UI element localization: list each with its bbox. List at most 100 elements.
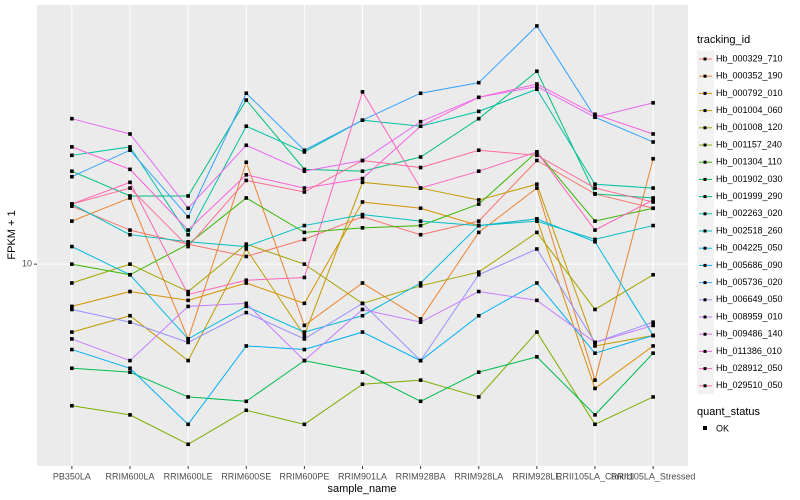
data-point [186, 337, 190, 341]
data-point [418, 223, 423, 228]
data-point [186, 340, 190, 345]
data-point [302, 167, 307, 172]
data-point [651, 198, 655, 202]
data-point [302, 230, 307, 235]
legend-label: Hb_004225_050 [716, 243, 783, 253]
data-point [244, 310, 249, 315]
data-point [70, 153, 74, 158]
data-point [244, 178, 249, 183]
legend-label: Hb_001902_030 [716, 174, 783, 184]
data-point [244, 344, 249, 348]
data-point [70, 403, 74, 408]
data-point [360, 226, 365, 230]
data-point [593, 237, 597, 242]
data-point [535, 82, 539, 86]
data-point [186, 239, 190, 244]
data-point [418, 91, 423, 96]
data-point [593, 378, 597, 382]
data-point [418, 284, 423, 288]
data-point [360, 90, 365, 94]
data-point [418, 119, 423, 124]
data-point [476, 80, 481, 85]
data-point [70, 307, 74, 312]
data-point [593, 386, 597, 391]
data-point [186, 289, 190, 294]
data-point [302, 275, 307, 280]
data-point [535, 84, 539, 89]
data-point [360, 169, 365, 173]
legend-key-point [703, 195, 707, 199]
data-point [593, 340, 597, 345]
data-point [244, 91, 249, 96]
data-point [128, 413, 132, 417]
data-point [186, 304, 190, 309]
data-point [360, 180, 365, 185]
data-point [302, 148, 307, 153]
data-point [360, 214, 365, 219]
x-tick-label: RRIM901LA [338, 471, 387, 481]
data-point [302, 237, 307, 242]
data-point [418, 317, 423, 321]
data-point [418, 378, 423, 382]
data-point [360, 382, 365, 387]
legend-label: Hb_001008_120 [716, 122, 783, 132]
data-point [593, 307, 597, 312]
data-point [418, 232, 423, 237]
data-point [128, 180, 132, 185]
data-point [535, 158, 539, 163]
data-point [128, 194, 132, 198]
data-point [302, 186, 307, 190]
data-point [186, 358, 190, 363]
x-tick-label: RRII105LA_Stressed [611, 471, 696, 481]
x-tick-label: RRIM600LA [105, 471, 154, 481]
data-point [70, 202, 74, 206]
legend-key-point [703, 315, 707, 319]
data-point [593, 112, 597, 117]
data-point [535, 355, 539, 359]
data-point [70, 281, 74, 285]
data-point [70, 337, 74, 341]
data-point [70, 244, 74, 249]
data-point [593, 413, 597, 417]
data-point [302, 330, 307, 334]
data-point [128, 320, 132, 324]
data-point [476, 272, 481, 277]
data-point [535, 281, 539, 285]
legend-key-point [703, 263, 707, 267]
data-point [244, 124, 249, 129]
data-point [128, 186, 132, 190]
data-point [244, 301, 249, 306]
data-point [244, 173, 249, 177]
data-point [360, 330, 365, 334]
data-point [535, 87, 539, 92]
data-point [651, 186, 655, 190]
legend-title: tracking_id [697, 34, 750, 46]
data-point [418, 320, 423, 324]
data-point [476, 230, 481, 235]
x-tick-label: RRIM600LE [164, 471, 213, 481]
data-point [244, 408, 249, 413]
data-point [360, 313, 365, 318]
data-point [418, 358, 423, 363]
data-point [70, 262, 74, 266]
data-point [302, 333, 307, 338]
data-point [70, 174, 74, 179]
data-point [186, 442, 190, 447]
data-point [186, 242, 190, 246]
data-point [651, 395, 655, 399]
legend-key-point [703, 212, 707, 216]
data-point [535, 230, 539, 235]
legend-label: Hb_001004_060 [716, 105, 783, 115]
data-point [476, 169, 481, 173]
status-legend-title: quant_status [697, 406, 760, 418]
data-point [476, 270, 481, 274]
data-point [360, 200, 365, 204]
data-point [651, 223, 655, 228]
data-point [302, 358, 307, 363]
data-point [186, 206, 190, 211]
legend-key-point [703, 229, 707, 233]
data-point [476, 109, 481, 114]
data-point [360, 176, 365, 181]
legend-key-point [703, 332, 707, 336]
legend-label: Hb_029510_050 [716, 380, 783, 390]
